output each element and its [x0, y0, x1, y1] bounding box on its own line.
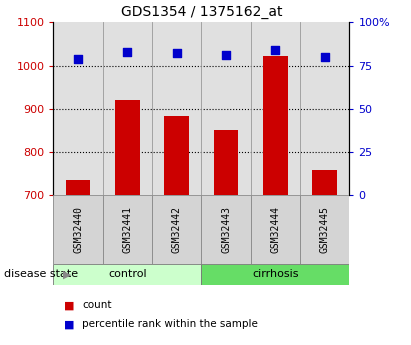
Text: ■: ■ [64, 300, 74, 310]
Bar [251, 195, 300, 264]
Text: GSM32441: GSM32441 [122, 206, 132, 253]
Bar [214, 130, 238, 195]
Point [75, 56, 81, 61]
Bar [300, 195, 349, 264]
Text: ■: ■ [64, 319, 74, 329]
Text: cirrhosis: cirrhosis [252, 269, 299, 279]
Text: count: count [82, 300, 112, 310]
Text: ▶: ▶ [62, 269, 71, 279]
Bar [263, 56, 288, 195]
Point [173, 51, 180, 56]
Text: GSM32445: GSM32445 [320, 206, 330, 253]
Bar [164, 116, 189, 195]
Text: control: control [108, 269, 147, 279]
Title: GDS1354 / 1375162_at: GDS1354 / 1375162_at [121, 4, 282, 19]
Bar [103, 195, 152, 264]
Bar [115, 100, 140, 195]
Point [321, 54, 328, 60]
Bar [152, 195, 201, 264]
Text: GSM32444: GSM32444 [270, 206, 280, 253]
Point [223, 52, 229, 58]
Bar [53, 264, 201, 285]
Point [272, 47, 279, 53]
Text: GSM32442: GSM32442 [172, 206, 182, 253]
Text: disease state: disease state [4, 269, 78, 279]
Bar [201, 264, 349, 285]
Bar [53, 195, 103, 264]
Bar [201, 195, 251, 264]
Bar [312, 170, 337, 195]
Text: GSM32443: GSM32443 [221, 206, 231, 253]
Bar [66, 180, 90, 195]
Text: percentile rank within the sample: percentile rank within the sample [82, 319, 258, 329]
Text: GSM32440: GSM32440 [73, 206, 83, 253]
Point [124, 49, 131, 55]
